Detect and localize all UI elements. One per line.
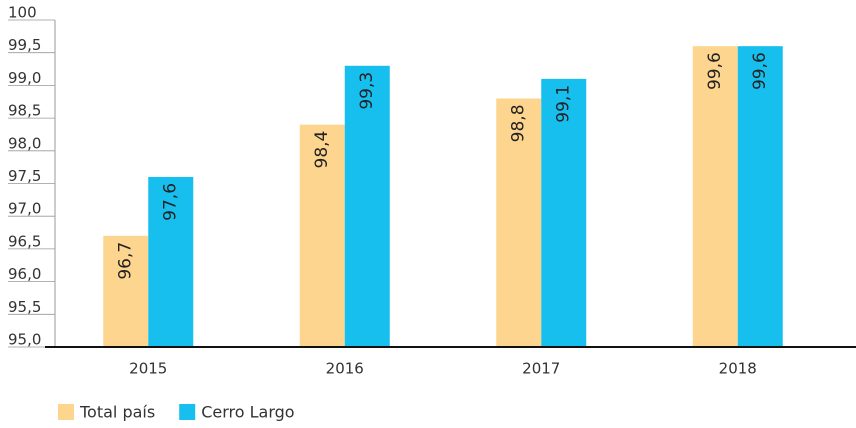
- bar: [737, 46, 783, 347]
- data-label: 99,6: [705, 52, 725, 90]
- data-label: 96,7: [116, 242, 136, 280]
- legend-swatch: [179, 404, 196, 420]
- data-label: 99,6: [750, 52, 770, 90]
- legend-swatch: [58, 404, 74, 420]
- data-label: 98,4: [312, 131, 332, 169]
- y-tick-label: 95,5: [8, 298, 41, 316]
- y-tick-label: 96,5: [8, 232, 41, 250]
- bar: [344, 65, 390, 347]
- data-label: 99,1: [554, 85, 574, 123]
- x-tick-label: 2016: [326, 360, 364, 378]
- y-tick-label: 98,5: [8, 102, 41, 120]
- y-tick-label: 96,0: [8, 265, 41, 283]
- x-tick-label: 2015: [129, 360, 167, 378]
- data-label: 99,3: [357, 72, 377, 110]
- bar: [103, 235, 149, 347]
- data-label: 98,8: [509, 104, 529, 142]
- y-tick-label: 100: [8, 4, 37, 22]
- x-tick-label: 2017: [522, 360, 560, 378]
- bar: [692, 46, 738, 347]
- y-tick-label: 97,5: [8, 167, 41, 185]
- bar: [496, 98, 542, 347]
- bar: [541, 78, 587, 348]
- bar: [299, 124, 345, 347]
- y-tick-label: 98,0: [8, 134, 41, 152]
- y-tick-label: 99,0: [8, 69, 41, 87]
- legend-label: Cerro Largo: [201, 403, 294, 422]
- x-tick-label: 2018: [719, 360, 757, 378]
- bar: [148, 176, 194, 347]
- y-tick-label: 95,0: [8, 331, 41, 349]
- y-tick-label: 97,0: [8, 200, 41, 218]
- data-label: 97,6: [161, 183, 181, 221]
- legend-label: Total país: [79, 403, 155, 422]
- y-tick-label: 99,5: [8, 36, 41, 54]
